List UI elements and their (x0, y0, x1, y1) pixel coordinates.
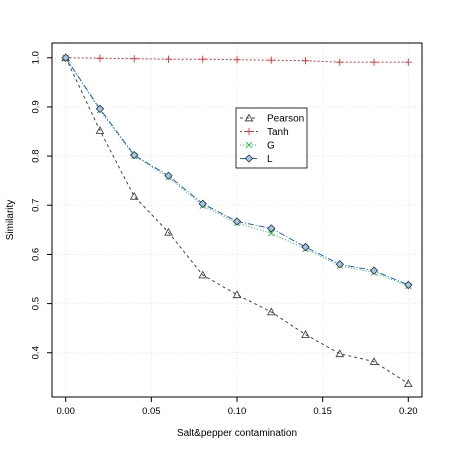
series-layer (61, 53, 413, 388)
data-point-l (61, 53, 70, 62)
series-line-l (65, 57, 409, 286)
x-tick-label: 0.00 (56, 406, 75, 417)
legend-entry-l: L (240, 154, 273, 165)
y-axis-title: Similarity (5, 200, 16, 241)
series-line-tanh (65, 57, 409, 63)
data-point-l (130, 150, 139, 160)
data-point-pearson (198, 270, 208, 279)
data-point-tanh (233, 56, 241, 64)
x-axis-title: Salt&pepper contamination (177, 428, 297, 439)
data-point-l (95, 104, 105, 114)
data-point-tanh (301, 57, 310, 65)
legend: Pearson Tanh GL (235, 107, 308, 169)
data-point-pearson (335, 349, 345, 358)
data-point-tanh (164, 55, 173, 63)
data-point-tanh (96, 54, 104, 62)
legend-marker-tanh (245, 127, 253, 136)
legend-label-tanh: Tanh (267, 127, 289, 138)
data-point-tanh (199, 55, 207, 63)
data-point-tanh (130, 55, 138, 63)
series-l (61, 53, 413, 290)
data-point-pearson (369, 357, 379, 365)
x-tick-label: 0.05 (142, 406, 161, 417)
data-point-pearson (164, 227, 173, 236)
legend-entry-pearson: Pearson (240, 113, 304, 125)
data-point-pearson (232, 290, 242, 299)
legend-marker-pearson (244, 113, 254, 122)
data-point-pearson (301, 330, 310, 338)
y-tick-label: 0.8 (31, 149, 42, 162)
data-point-pearson (95, 125, 105, 134)
y-tick-label: 0.7 (31, 199, 42, 212)
data-point-l (164, 171, 173, 180)
y-tick-label: 0.4 (31, 346, 42, 359)
x-tick-label: 0.15 (313, 406, 332, 417)
data-point-pearson (266, 307, 276, 316)
data-point-tanh (404, 58, 412, 66)
data-point-tanh (267, 56, 275, 64)
data-point-l (369, 266, 379, 275)
x-tick-label: 0.20 (399, 406, 418, 417)
y-tick-label: 1.0 (31, 51, 42, 64)
legend-entry-tanh: Tanh (240, 127, 289, 138)
y-tick-label: 0.6 (31, 248, 42, 261)
data-point-l (301, 242, 310, 252)
data-point-g (268, 230, 275, 237)
data-point-l (232, 217, 242, 226)
y-axis: 0.4 0.5 0.6 0.7 0.8 0.9 1.0 (31, 51, 52, 359)
legend-marker-g (245, 141, 253, 149)
legend-label-g: G (267, 141, 275, 152)
data-point-tanh (336, 58, 344, 66)
data-point-tanh (370, 58, 378, 66)
data-point-pearson (129, 191, 139, 200)
data-point-pearson (403, 379, 413, 388)
series-line-pearson (65, 57, 409, 385)
data-point-l (198, 199, 207, 208)
y-tick-label: 0.9 (31, 100, 42, 113)
legend-label-pearson: Pearson (267, 114, 304, 125)
legend-label-l: L (267, 154, 273, 165)
x-tick-label: 0.10 (228, 406, 247, 417)
data-point-l (404, 280, 413, 290)
data-point-l (267, 224, 276, 233)
y-tick-label: 0.5 (31, 297, 42, 310)
data-point-l (335, 260, 344, 269)
x-axis: 0.00 0.05 0.10 0.15 0.20 (56, 397, 418, 417)
legend-marker-l (244, 154, 254, 163)
legend-entry-g: G (240, 141, 275, 152)
